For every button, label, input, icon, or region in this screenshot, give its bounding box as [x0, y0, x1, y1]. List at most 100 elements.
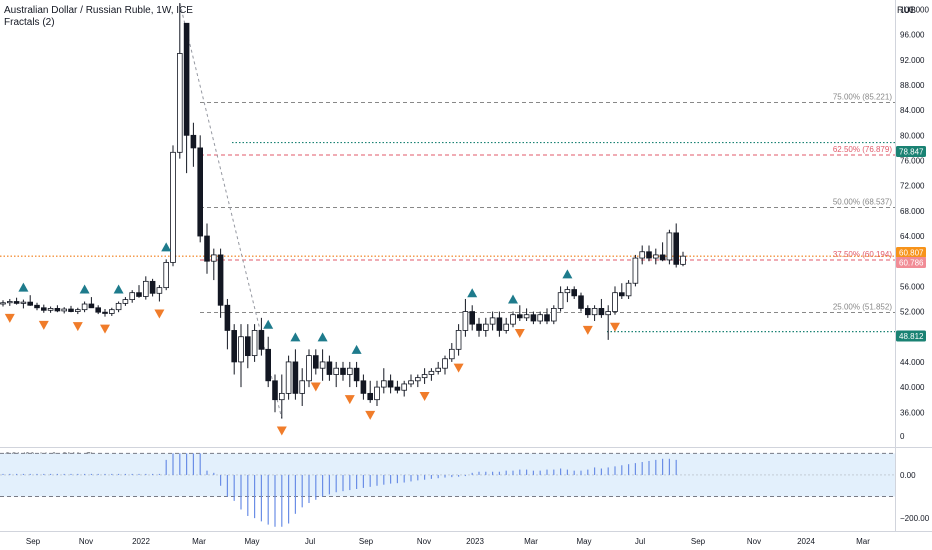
- candle-body: [469, 311, 475, 325]
- candle: [360, 374, 367, 400]
- fractal-down-marker: [453, 363, 464, 373]
- candle: [517, 305, 523, 321]
- candle-body: [523, 314, 530, 319]
- price-tick-label: 80.000: [900, 131, 925, 140]
- candle: [217, 248, 224, 318]
- time-tick-label: 2022: [132, 537, 150, 546]
- candle: [544, 308, 550, 325]
- candle: [190, 122, 197, 167]
- time-tick-label: May: [576, 537, 591, 546]
- price-tick-label: 56.000: [900, 282, 925, 291]
- candle: [244, 324, 251, 369]
- candle-body: [231, 330, 238, 363]
- candle: [299, 368, 305, 406]
- candle: [510, 311, 516, 328]
- fractal-up-marker: [18, 282, 29, 292]
- candle-body: [299, 380, 305, 394]
- candle: [75, 307, 81, 315]
- candle-body: [183, 22, 190, 136]
- candle-body: [646, 251, 652, 259]
- price-tag: 78.847: [896, 146, 926, 157]
- time-tick-label: Nov: [417, 537, 431, 546]
- candle-body: [680, 255, 686, 265]
- candle: [673, 223, 679, 268]
- candle: [47, 306, 54, 313]
- candle: [353, 361, 360, 388]
- candle: [272, 374, 278, 413]
- time-tick-label: Mar: [192, 537, 206, 546]
- candle-body: [551, 308, 557, 322]
- fractal-down-marker: [344, 395, 355, 405]
- candle-body: [476, 323, 482, 331]
- time-tick-label: Jul: [635, 537, 645, 546]
- price-tag-label: 60.807: [899, 249, 924, 258]
- fractal-down-marker: [154, 309, 165, 319]
- fractals: [4, 242, 620, 436]
- candle-body: [176, 53, 183, 153]
- candle-body: [136, 292, 142, 297]
- candles: [0, 3, 686, 419]
- candle-body: [210, 254, 217, 262]
- candle: [224, 298, 231, 350]
- candle-body: [612, 292, 618, 312]
- candle: [448, 343, 455, 362]
- candle-body: [605, 311, 611, 316]
- candle-body: [0, 302, 6, 305]
- fractal-down-marker: [38, 320, 49, 330]
- candle-body: [448, 348, 455, 360]
- fib-level-label: 50.00% (68.537): [833, 197, 892, 206]
- fractal-up-marker: [113, 284, 124, 294]
- price-tag-box: [896, 247, 926, 258]
- candle: [666, 229, 673, 265]
- candle: [20, 299, 27, 309]
- trend-line: [179, 3, 283, 419]
- time-tick-label: Sep: [359, 537, 374, 546]
- candle-body: [170, 151, 176, 263]
- price-tick-label: 92.000: [900, 56, 925, 65]
- candle-body: [625, 282, 632, 297]
- candle: [136, 285, 142, 298]
- price-tag-label: 48.812: [899, 332, 924, 341]
- candle-body: [217, 254, 224, 306]
- candle: [129, 290, 136, 303]
- price-tick-label: 84.000: [900, 106, 925, 115]
- price-tick-label: 76.000: [900, 157, 925, 166]
- candle: [435, 361, 441, 375]
- candle: [489, 311, 496, 331]
- candle: [585, 305, 591, 318]
- candle: [278, 374, 285, 419]
- candle-body: [340, 367, 346, 375]
- candle: [612, 286, 618, 315]
- candle: [680, 251, 686, 267]
- fibonacci-levels: 75.00% (85.221) 62.50% (76.879) 50.00% (68…: [0, 92, 895, 333]
- time-tick-label: 2023: [466, 537, 484, 546]
- price-tick-label: 100.000: [900, 5, 929, 14]
- candle: [659, 242, 666, 262]
- candle-body: [346, 367, 353, 375]
- candle: [156, 285, 163, 302]
- cci-tick-label: 0.00: [900, 471, 916, 480]
- candle-body: [394, 386, 401, 391]
- candle-body: [387, 380, 394, 388]
- candle: [285, 355, 292, 400]
- candle-body: [102, 311, 108, 314]
- candle: [551, 305, 557, 325]
- price-tick-label: 64.000: [900, 232, 925, 241]
- candle-body: [367, 392, 373, 401]
- candle-body: [544, 314, 550, 322]
- candle: [625, 280, 632, 299]
- price-tag: 60.786: [896, 257, 926, 268]
- candle-body: [251, 330, 258, 357]
- price-axis: 100.000 96.000 92.000 88.000 84.000 80.000 76.…: [900, 5, 929, 417]
- candle: [210, 248, 217, 281]
- candle: [557, 286, 564, 312]
- candle: [306, 349, 312, 388]
- candle-body: [653, 254, 659, 259]
- fractal-up-marker: [317, 332, 328, 342]
- candle: [292, 349, 299, 400]
- candle: [455, 324, 462, 356]
- candle: [231, 324, 238, 375]
- candle-body: [122, 299, 129, 304]
- candle: [204, 223, 210, 274]
